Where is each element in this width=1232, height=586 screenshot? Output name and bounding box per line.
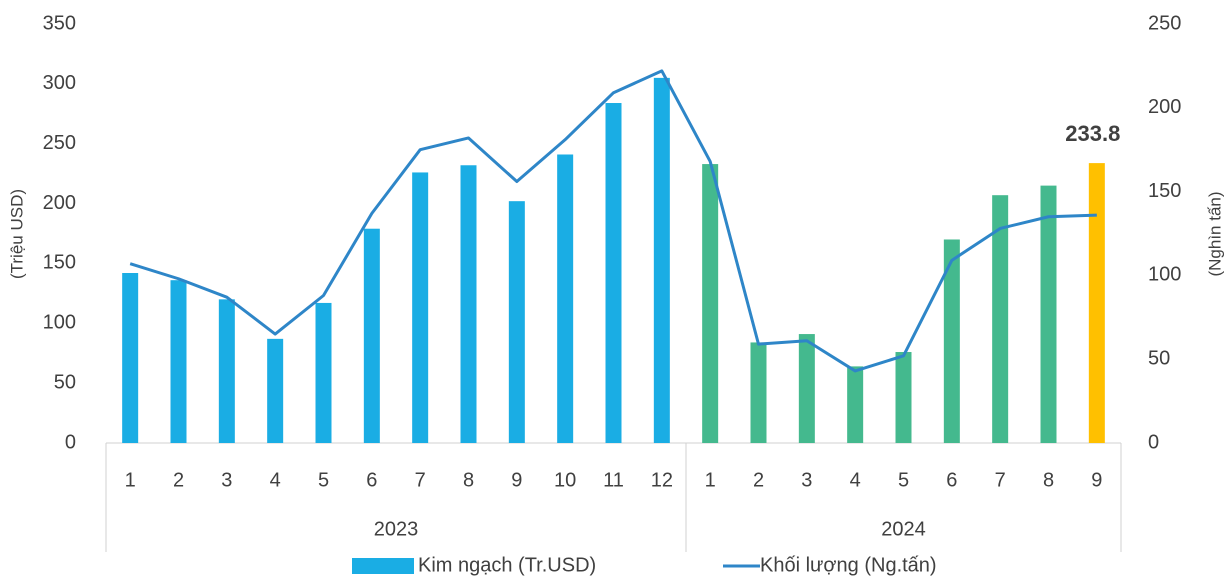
x-tick-label: 1	[125, 469, 136, 491]
bar	[750, 342, 767, 443]
y2-tick-label: 100	[1148, 264, 1181, 286]
bar	[605, 103, 622, 444]
y-tick-label: 300	[43, 72, 76, 94]
bar	[412, 172, 429, 443]
x-tick-label: 3	[221, 469, 232, 491]
bar	[653, 77, 670, 443]
y2-tick-label: 150	[1148, 180, 1181, 202]
x-tick-label: 9	[1091, 469, 1102, 491]
x-tick-label: 12	[651, 469, 673, 491]
bar	[557, 154, 574, 443]
x-tick-label: 4	[850, 469, 861, 491]
y2-tick-label: 250	[1148, 12, 1181, 34]
x-tick-label: 8	[1043, 469, 1054, 491]
group-label: 2023	[374, 518, 419, 540]
y2-axis-label: (Nghìn tấn)	[1205, 191, 1224, 276]
x-tick-label: 3	[801, 469, 812, 491]
bar	[267, 338, 284, 443]
x-tick-label: 2	[173, 469, 184, 491]
x-tick-label: 6	[946, 469, 957, 491]
y-tick-label: 200	[43, 192, 76, 214]
bar	[1040, 185, 1057, 443]
bar	[315, 302, 332, 443]
bar	[895, 352, 912, 443]
x-tick-label: 9	[511, 469, 522, 491]
y-tick-label: 350	[43, 12, 76, 34]
bar	[170, 280, 187, 443]
y2-tick-label: 50	[1148, 347, 1170, 369]
data-label: 233.8	[1065, 121, 1120, 146]
legend-label: Khối lượng (Ng.tấn)	[760, 554, 937, 576]
y2-tick-label: 0	[1148, 431, 1159, 453]
bar	[363, 228, 380, 443]
legend-label: Kim ngạch (Tr.USD)	[418, 554, 596, 576]
x-tick-label: 7	[415, 469, 426, 491]
bar	[847, 366, 864, 443]
y-tick-label: 150	[43, 252, 76, 274]
bar	[943, 239, 960, 443]
bar	[702, 164, 719, 443]
bar	[1088, 163, 1105, 443]
bar	[460, 165, 477, 443]
group-label: 2024	[881, 518, 926, 540]
y-tick-label: 0	[65, 431, 76, 453]
x-tick-label: 11	[603, 469, 624, 491]
x-tick-label: 1	[705, 469, 716, 491]
bar	[798, 334, 815, 443]
x-tick-label: 2	[753, 469, 764, 491]
x-tick-label: 5	[318, 469, 329, 491]
x-tick-label: 8	[463, 469, 474, 491]
y-tick-label: 250	[43, 132, 76, 154]
line	[129, 69, 1097, 373]
y-axis-label: (Triệu USD)	[7, 189, 26, 279]
y-tick-label: 50	[54, 371, 76, 393]
x-tick-label: 5	[898, 469, 909, 491]
bar	[508, 201, 525, 443]
bar	[218, 299, 235, 443]
x-tick-label: 10	[554, 469, 576, 491]
y-tick-label: 100	[43, 312, 76, 334]
x-tick-label: 4	[270, 469, 281, 491]
bar	[992, 195, 1009, 443]
y2-tick-label: 200	[1148, 96, 1181, 118]
x-tick-label: 6	[366, 469, 377, 491]
legend-swatch	[352, 558, 414, 574]
bar	[122, 273, 139, 443]
x-tick-label: 7	[995, 469, 1006, 491]
